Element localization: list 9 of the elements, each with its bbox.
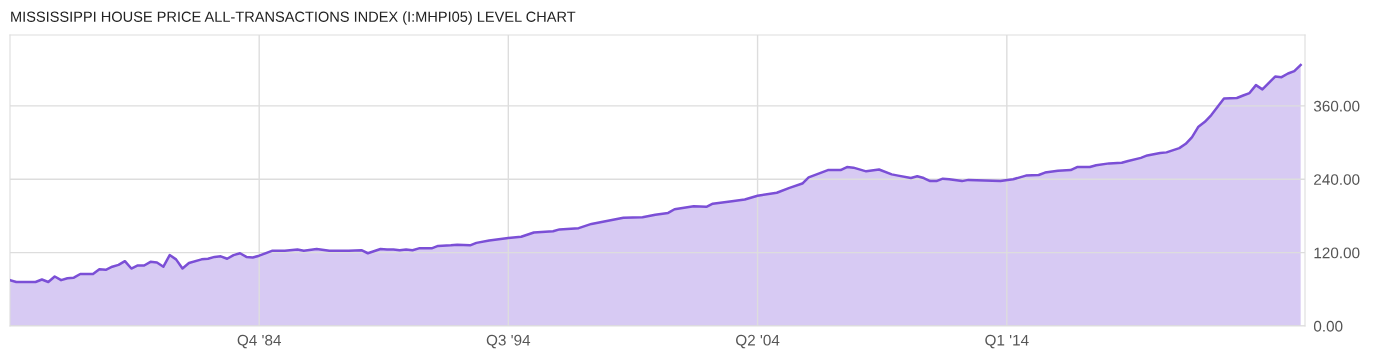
x-tick-label: Q3 '94 bbox=[486, 334, 531, 349]
x-tick-label: Q2 '04 bbox=[736, 334, 780, 349]
y-tick-label: 360.00 bbox=[1313, 100, 1360, 112]
y-tick-label: 240.00 bbox=[1314, 174, 1360, 185]
x-tick-label: Q1 '14 bbox=[985, 334, 1029, 349]
chart-title: MISSISSIPPI HOUSE PRICE ALL-TRANSACTIONS INDEX (I:MHPI05) LEVEL CHART bbox=[11, 11, 576, 25]
y-tick-label: 120.00 bbox=[1314, 247, 1360, 259]
y-tick-label: 0.00 bbox=[1313, 320, 1343, 332]
x-tick-label: Q4 '84 bbox=[237, 334, 282, 349]
